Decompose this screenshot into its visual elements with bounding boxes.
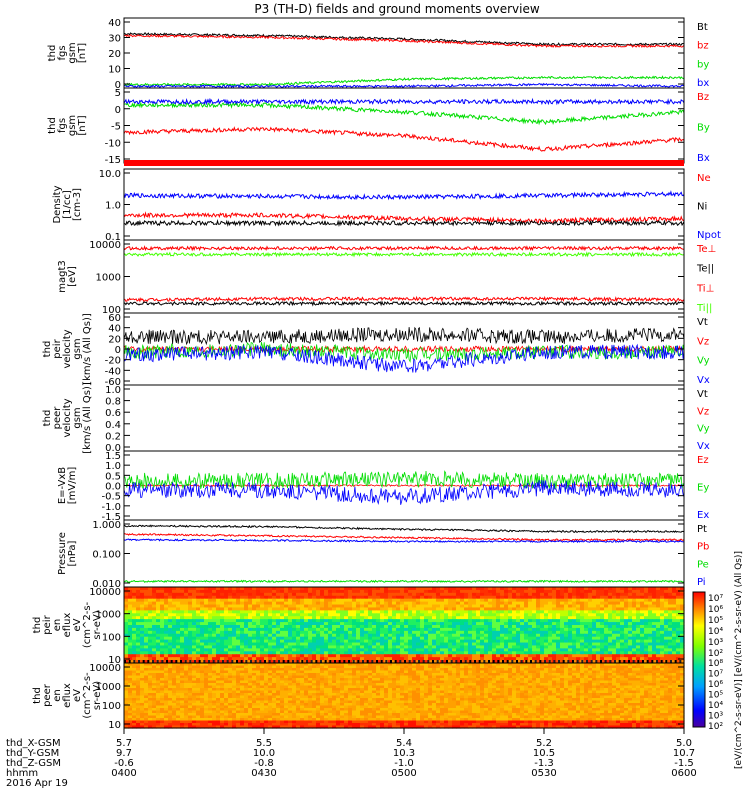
series-line-by	[124, 77, 684, 86]
y-axis-label: [km/s (All Qs)]	[82, 313, 93, 385]
legend-entry: By	[697, 123, 710, 134]
y-tick-label: 1.000	[92, 520, 121, 531]
y-axis-label: [eV]	[67, 266, 78, 287]
series-line-Pt	[124, 525, 684, 532]
panel-frame	[124, 385, 684, 451]
series-line-Pe	[124, 581, 684, 583]
legend-entry: Ni	[697, 202, 707, 213]
y-tick-label: -20	[105, 356, 121, 367]
legend-entry: Ez	[697, 455, 709, 466]
y-tick-label: 10	[108, 65, 121, 76]
series-line-Bt	[124, 33, 684, 45]
panel-efield: 1.51.00.50.0-0.5-1.0-1.5E=-VxB[mV/m]EzEy…	[57, 451, 709, 523]
y-tick-label: 0.6	[105, 408, 121, 419]
y-tick-label: 100	[102, 632, 121, 643]
y-axis-label: [mV/m]	[67, 467, 78, 505]
legend-entry: Pe	[697, 559, 709, 570]
legend-entry: Ex	[697, 510, 709, 521]
y-tick-label: 30	[108, 34, 121, 45]
series-line-Ni	[124, 221, 684, 225]
legend-entry: Vt	[697, 317, 708, 328]
y-tick-label: -15	[105, 155, 121, 166]
series-line-Te⊥	[124, 297, 684, 301]
y-tick-label: 10000	[89, 240, 121, 251]
series-line-Pb	[124, 534, 684, 541]
y-tick-label: 5	[115, 88, 121, 99]
y-tick-label: 0.4	[105, 420, 121, 431]
legend-entry: Ti⊥	[696, 283, 714, 294]
series-line-Bz	[124, 128, 684, 152]
series-line-Ti⊥	[124, 247, 684, 250]
panel-frame	[124, 88, 684, 163]
panel-frame	[124, 169, 684, 240]
series-line-Ti||	[124, 253, 684, 256]
legend-entry: bz	[697, 41, 709, 52]
legend-entry: Te⊥	[696, 244, 716, 255]
series-line-Npot	[124, 192, 684, 199]
legend-entry: Ey	[697, 483, 709, 494]
legend-entry: bx	[697, 78, 709, 89]
legend-entry: Bx	[697, 153, 710, 164]
y-tick-label: 10.0	[99, 169, 121, 180]
legend-entry: Ti||	[696, 303, 712, 314]
y-tick-label: 0	[115, 105, 121, 116]
y-axis-label: [nPa]	[67, 540, 78, 566]
legend-entry: Vt	[697, 389, 708, 400]
y-tick-label: 60	[108, 313, 121, 324]
y-tick-label: 0	[115, 345, 121, 356]
y-axis-label: [nT]	[77, 115, 88, 135]
series-line-Bx	[124, 100, 684, 104]
y-tick-label: 10000	[89, 587, 121, 598]
series-line-Vt	[124, 327, 684, 344]
legend-entry: Bt	[697, 22, 708, 33]
y-axis-label: [nT]	[77, 43, 88, 63]
series-line-By	[124, 103, 684, 124]
legend-entry: by	[697, 59, 709, 70]
y-axis-label: sr-eV)	[92, 610, 103, 639]
series-line-Te||	[124, 302, 684, 305]
y-tick-label: -40	[105, 366, 121, 377]
y-tick-label: 20	[108, 49, 121, 60]
legend-entry: Vx	[697, 441, 710, 452]
legend-entry: Bz	[697, 92, 709, 103]
legend-entry: Pt	[697, 524, 707, 535]
legend-entry: Ne	[697, 173, 711, 184]
legend-entry: Vx	[697, 375, 710, 386]
y-tick-label: 0.2	[105, 431, 121, 442]
figure-title: P3 (TH-D) fields and ground moments over…	[254, 2, 539, 16]
legend-entry: Pb	[697, 542, 709, 553]
y-tick-label: 1.0	[105, 201, 121, 212]
series-line-Ex	[124, 480, 684, 505]
series-line-bz	[124, 35, 684, 47]
y-tick-label: 0.100	[92, 550, 121, 561]
legend-entry: Npot	[697, 230, 721, 241]
y-tick-label: 40	[108, 324, 121, 335]
y-tick-label: 20	[108, 334, 121, 345]
y-tick-label: -10	[105, 138, 121, 149]
y-axis-label: [cm-3]	[72, 188, 83, 221]
y-tick-label: 1000	[96, 273, 121, 284]
legend-entry: Vz	[697, 336, 709, 347]
y-tick-label: 40	[108, 18, 121, 29]
legend-entry: Vy	[697, 356, 710, 367]
y-tick-label: 1.0	[105, 385, 121, 396]
y-axis-label: [km/s (All Qs)]	[82, 382, 93, 454]
y-tick-label: 0.8	[105, 397, 121, 408]
legend-entry: Vz	[697, 406, 709, 417]
legend-entry: Pi	[697, 577, 706, 588]
legend-entry: Te||	[696, 264, 714, 275]
y-tick-label: -5	[111, 122, 121, 133]
legend-entry: Vy	[697, 424, 710, 435]
